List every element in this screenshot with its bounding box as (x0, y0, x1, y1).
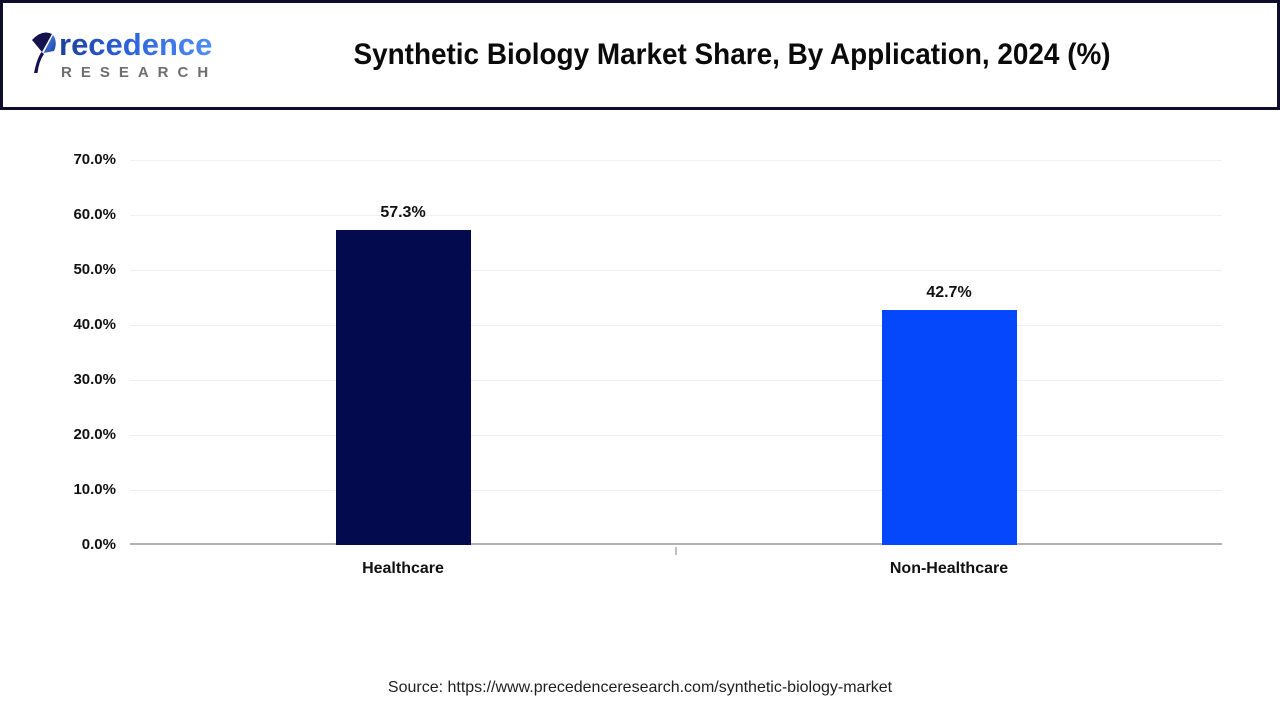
logo-text: recedence RESEARCH (59, 29, 217, 81)
logo-pinwheel-icon (32, 32, 56, 73)
bar-non-healthcare (881, 310, 1017, 545)
y-axis-tick-label: 70.0% (73, 151, 116, 168)
gridline-70 (130, 159, 1222, 161)
gridline-10 (130, 489, 1222, 491)
bar-value-label-healthcare: 57.3% (380, 203, 426, 221)
logo-brand-sub: RESEARCH (61, 64, 218, 81)
x-axis-mid-tick (675, 547, 677, 555)
y-axis-tick-label: 10.0% (73, 481, 116, 498)
bar-value-label-non-healthcare: 42.7% (926, 284, 972, 302)
y-axis-tick-label: 0.0% (81, 536, 116, 553)
source-text: Source: https://www.precedenceresearch.c… (387, 679, 893, 696)
x-axis-category-label-non-healthcare: Non-Healthcare (889, 560, 1009, 577)
title-wrap: Synthetic Biology Market Share, By Appli… (217, 38, 1277, 72)
chart-title: Synthetic Biology Market Share, By Appli… (353, 38, 1111, 71)
gridline-30 (130, 379, 1222, 381)
logo-brand-name: recedence (59, 27, 213, 62)
x-axis-category-label-healthcare: Healthcare (362, 560, 444, 577)
y-axis-tick-label: 30.0% (73, 371, 116, 388)
y-axis-tick-label: 20.0% (73, 426, 116, 443)
bar-healthcare (335, 229, 471, 545)
gridline-20 (130, 434, 1222, 436)
gridline-60 (130, 214, 1222, 216)
y-axis-tick-label: 40.0% (73, 316, 116, 333)
header: recedence RESEARCH Synthetic Biology Mar… (0, 0, 1280, 110)
gridline-50 (130, 269, 1222, 271)
gridline-40 (130, 324, 1222, 326)
y-axis-tick-label: 50.0% (73, 261, 116, 278)
y-axis-tick-label: 60.0% (73, 206, 116, 223)
precedence-research-logo: recedence RESEARCH (29, 29, 217, 81)
plot-area: 0.0% 10.0% 20.0% 30.0% 40.0% 50.0% 60.0% 70.0% 5… (73, 151, 1222, 577)
